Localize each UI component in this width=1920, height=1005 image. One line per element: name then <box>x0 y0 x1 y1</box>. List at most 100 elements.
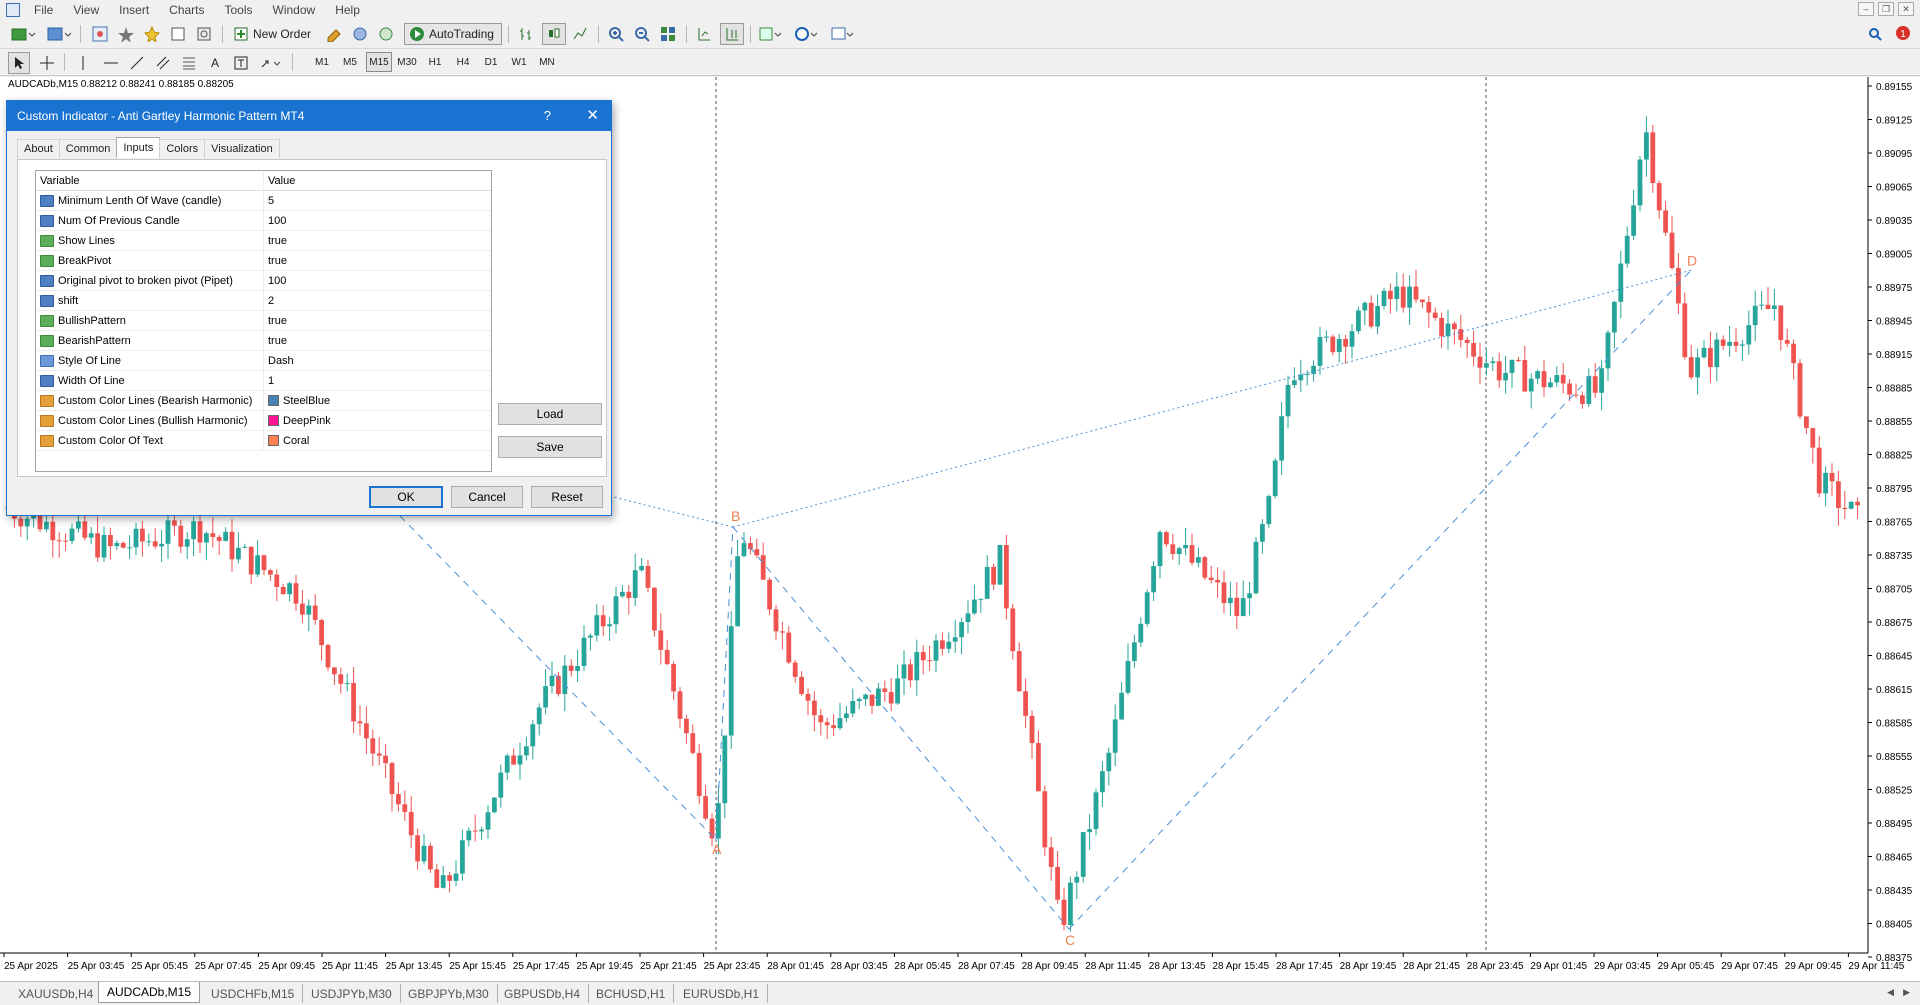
restore-icon[interactable]: ❐ <box>1878 2 1894 16</box>
metaeditor-icon[interactable] <box>322 23 346 45</box>
input-row[interactable]: BullishPattern true <box>36 310 491 331</box>
text-icon[interactable]: A <box>210 56 219 70</box>
chart-tab[interactable]: BCHUSD,H1 <box>588 984 675 1003</box>
menu-tools[interactable]: Tools <box>224 2 253 17</box>
input-value-cell[interactable]: true <box>264 251 491 271</box>
timeframe-mn[interactable]: MN <box>539 56 555 68</box>
timeframe-d1[interactable]: D1 <box>484 56 498 68</box>
input-row[interactable]: Minimum Lenth Of Wave (candle) 5 <box>36 190 491 211</box>
input-value-cell[interactable]: DeepPink <box>264 411 491 431</box>
input-row[interactable]: Width Of Line 1 <box>36 370 491 391</box>
indicators-icon[interactable] <box>756 23 788 45</box>
vertical-line-icon[interactable] <box>72 52 94 74</box>
input-value-cell[interactable]: Dash <box>264 351 491 371</box>
chart-tab[interactable]: GBPUSDb,H4 <box>496 984 590 1003</box>
input-value-cell[interactable]: Coral <box>264 431 491 451</box>
input-row[interactable]: BearishPattern true <box>36 330 491 351</box>
reset-button[interactable]: Reset <box>531 486 603 508</box>
timeframe-h4[interactable]: H4 <box>456 56 470 68</box>
candlesticks-icon[interactable] <box>542 23 566 45</box>
zoom-out-icon[interactable] <box>630 23 654 45</box>
minimize-icon[interactable]: – <box>1858 2 1874 16</box>
input-value-cell[interactable]: true <box>264 311 491 331</box>
cancel-button[interactable]: Cancel <box>451 486 523 508</box>
tabs-scroll-left-icon[interactable]: ◀ <box>1887 987 1894 997</box>
timeframe-m15[interactable]: M15 <box>366 52 392 72</box>
chart-tab[interactable]: USDJPYb,M30 <box>303 984 401 1003</box>
fibonacci-icon[interactable] <box>178 52 200 74</box>
input-row[interactable]: Original pivot to broken pivot (Pipet) 10… <box>36 270 491 291</box>
periods-icon[interactable] <box>792 23 824 45</box>
input-value-cell[interactable]: 100 <box>264 271 491 291</box>
input-value-cell[interactable]: 1 <box>264 371 491 391</box>
save-button[interactable]: Save <box>498 436 602 458</box>
timeframe-m1[interactable]: M1 <box>315 56 329 68</box>
timeframe-m5[interactable]: M5 <box>343 56 357 68</box>
tab-about[interactable]: About <box>17 139 60 158</box>
price-chart[interactable]: 0.89155 0.89125 0.89095 0.89065 0.89035 0.890… <box>0 77 1920 981</box>
chart-tab[interactable]: USDCHFb,M15 <box>203 984 304 1003</box>
auto-scroll-icon[interactable] <box>720 23 744 45</box>
navigator-icon[interactable] <box>140 23 164 45</box>
bar-chart-icon[interactable] <box>514 23 538 45</box>
tabs-scroll-right-icon[interactable]: ▶ <box>1903 987 1910 997</box>
trendline-icon[interactable] <box>126 52 148 74</box>
templates-icon[interactable] <box>828 23 860 45</box>
menu-window[interactable]: Window <box>272 2 316 17</box>
chart-shift-icon[interactable] <box>692 23 716 45</box>
input-row[interactable]: Style Of Line Dash <box>36 350 491 371</box>
dialog-titlebar[interactable]: Custom Indicator - Anti Gartley Harmonic… <box>7 101 611 131</box>
tile-windows-icon[interactable] <box>656 23 680 45</box>
input-row[interactable]: Show Lines true <box>36 230 491 251</box>
input-row[interactable]: Custom Color Lines (Bullish Harmonic) Dee… <box>36 410 491 431</box>
profiles-icon[interactable] <box>44 23 76 45</box>
tab-colors[interactable]: Colors <box>159 139 206 158</box>
input-row[interactable]: Custom Color Lines (Bearish Harmonic) Ste… <box>36 390 491 411</box>
header-value[interactable]: Value <box>268 174 296 187</box>
data-window-icon[interactable] <box>114 23 138 45</box>
timeframe-w1[interactable]: W1 <box>511 56 527 68</box>
new-chart-icon[interactable] <box>8 23 40 45</box>
input-value-cell[interactable]: 5 <box>264 191 491 211</box>
menu-help[interactable]: Help <box>335 2 360 17</box>
timeframe-m30[interactable]: M30 <box>397 56 417 68</box>
tab-inputs[interactable]: Inputs <box>116 137 161 158</box>
tab-common[interactable]: Common <box>58 139 118 158</box>
autotrading-button[interactable]: AutoTrading <box>404 23 502 45</box>
crosshair-icon[interactable] <box>36 52 58 74</box>
new-order-button[interactable]: New Order <box>228 23 320 45</box>
equidistant-channel-icon[interactable] <box>152 52 174 74</box>
header-variable[interactable]: Variable <box>36 171 264 191</box>
chart-tab[interactable]: GBPJPYb,M30 <box>400 984 498 1003</box>
input-row[interactable]: Custom Color Of Text Coral <box>36 430 491 451</box>
close-icon[interactable]: ✕ <box>1898 2 1914 16</box>
arrows-icon[interactable] <box>256 52 286 74</box>
input-row[interactable]: shift 2 <box>36 290 491 311</box>
ok-button[interactable]: OK <box>369 486 443 508</box>
menu-view[interactable]: View <box>73 2 100 17</box>
notifications-icon[interactable]: 1 <box>1888 23 1914 45</box>
chart-tab-active[interactable]: AUDCADb,M15 <box>98 982 201 1003</box>
market-icon[interactable] <box>374 23 398 45</box>
menu-charts[interactable]: Charts <box>169 2 205 17</box>
input-value-cell[interactable]: 100 <box>264 211 491 231</box>
menu-insert[interactable]: Insert <box>119 2 150 17</box>
horizontal-line-icon[interactable] <box>100 52 122 74</box>
load-button[interactable]: Load <box>498 403 602 425</box>
cursor-icon[interactable] <box>8 52 30 74</box>
search-icon[interactable] <box>1864 23 1886 45</box>
input-value-cell[interactable]: true <box>264 231 491 251</box>
line-chart-icon[interactable] <box>568 23 592 45</box>
terminal-icon[interactable] <box>166 23 190 45</box>
input-value-cell[interactable]: true <box>264 331 491 351</box>
signals-icon[interactable] <box>348 23 372 45</box>
input-value-cell[interactable]: 2 <box>264 291 491 311</box>
close-icon[interactable]: ✕ <box>586 107 599 124</box>
strategy-tester-icon[interactable] <box>192 23 216 45</box>
zoom-in-icon[interactable] <box>604 23 628 45</box>
market-watch-icon[interactable] <box>88 23 112 45</box>
input-row[interactable]: Num Of Previous Candle 100 <box>36 210 491 231</box>
input-value-cell[interactable]: SteelBlue <box>264 391 491 411</box>
chart-tab[interactable]: EURUSDb,H1 <box>675 984 769 1003</box>
tab-visualization[interactable]: Visualization <box>204 139 280 158</box>
